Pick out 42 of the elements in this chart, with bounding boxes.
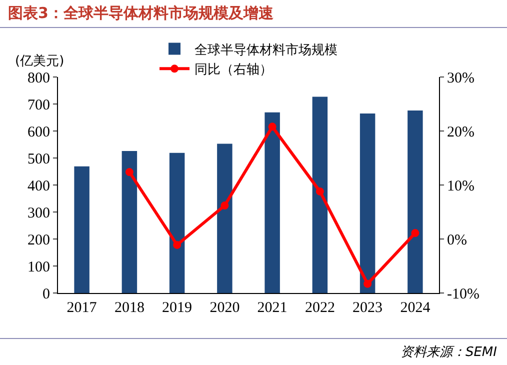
y-axis-title: (亿美元) [15,53,64,69]
bar [312,96,328,293]
x-tick-label: 2019 [162,300,192,316]
bar [74,166,90,293]
x-tick-label: 2024 [400,300,431,316]
x-tick-label: 2020 [210,300,240,316]
point [220,202,229,210]
x-tick-label: 2021 [257,300,288,316]
y2-tick-label: 0% [447,232,467,248]
point [316,187,324,196]
y2-tick-label: 30% [447,70,474,86]
y-tick-label: 0 [42,286,50,302]
y2-tick-label: -10% [447,286,480,302]
y-tick-label: 500 [28,151,50,168]
x-tick-label: 2017 [66,300,98,316]
y-tick-label: 300 [28,205,50,222]
bar [169,152,185,293]
legend-label: 全球半导体材料市场规模 [194,42,338,58]
y-tick-label: 400 [28,178,50,194]
bar [264,112,280,293]
y2-tick-label: 10% [447,178,474,194]
y-tick-label: 800 [28,70,50,86]
point [268,122,276,131]
point [411,229,420,238]
y-tick-label: 600 [28,124,50,140]
y-tick-label: 200 [28,232,50,248]
legend-label: 同比（右轴） [194,62,272,78]
x-tick-label: 2023 [352,300,383,316]
x-tick-label: 2018 [114,300,144,316]
y-tick-label: 100 [28,259,50,276]
point [364,280,372,288]
x-tick-label: 2022 [304,300,335,316]
y2-tick-label: 20% [447,124,474,140]
chart-title: 图表3：全球半导体材料市场规模及增速 [8,4,274,23]
bar [408,110,423,293]
bar [122,150,138,293]
point [125,168,134,176]
text: 资料来源：SEMI [400,344,497,361]
y-tick-label: 700 [28,97,50,114]
bar [217,144,232,293]
bar [360,113,376,293]
point [173,240,182,249]
